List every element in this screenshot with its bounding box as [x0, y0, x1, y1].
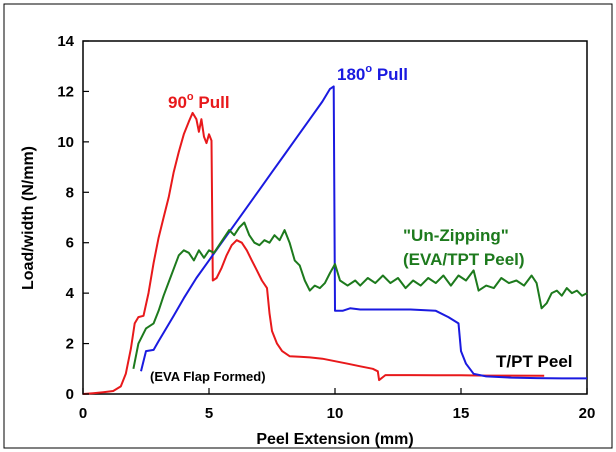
y-tick-label: 10: [57, 134, 74, 151]
annotation-text: 180: [337, 65, 365, 84]
y-tick-label: 4: [66, 285, 75, 302]
chart-frame: [3, 3, 613, 449]
ticks-layer: 0 5 10 15 20 0 2 4 6 8 10 12 14: [57, 33, 595, 422]
y-tick-label: 14: [57, 33, 74, 50]
x-tick-label: 15: [453, 405, 470, 422]
y-tick-label: 8: [66, 184, 74, 201]
x-tick-label: 5: [205, 405, 213, 422]
annotation-suffix: Pull: [194, 93, 230, 112]
annotation-text: "Un-Zipping": [403, 226, 509, 245]
series-line-2: [132, 221, 588, 369]
y-tick-label: 6: [66, 235, 74, 252]
annotation-label-3: (EVA/TPT Peel): [403, 250, 525, 269]
annotation-suffix: Pull: [372, 65, 408, 84]
annotation-text: (EVA/TPT Peel): [403, 250, 525, 269]
annotation-text: 90: [168, 93, 187, 112]
x-tick-label: 20: [579, 405, 596, 422]
annotation-label-1: 180o Pull: [337, 63, 408, 84]
annotation-superscript: o: [365, 63, 372, 75]
x-tick-label: 0: [79, 405, 87, 422]
annotation-label-5: (EVA Flap Formed): [150, 369, 266, 384]
y-tick-label: 0: [66, 386, 74, 403]
annotation-text: (EVA Flap Formed): [150, 369, 266, 384]
annotation-label-4: T/PT Peel: [496, 352, 573, 371]
series-line-0: [82, 111, 545, 395]
y-tick-label: 12: [57, 83, 74, 100]
annotation-superscript: o: [187, 91, 194, 103]
x-axis-title: Peel Extension (mm): [256, 431, 413, 448]
annotation-label-0: 90o Pull: [168, 91, 230, 112]
series-layer: [82, 85, 588, 395]
annotation-label-2: "Un-Zipping": [403, 226, 509, 245]
y-tick-label: 2: [66, 336, 74, 353]
series-line-1: [140, 85, 587, 380]
y-axis-title: Load/width (N/mm): [20, 146, 37, 290]
x-tick-label: 10: [327, 405, 344, 422]
annotation-text: T/PT Peel: [496, 352, 573, 371]
